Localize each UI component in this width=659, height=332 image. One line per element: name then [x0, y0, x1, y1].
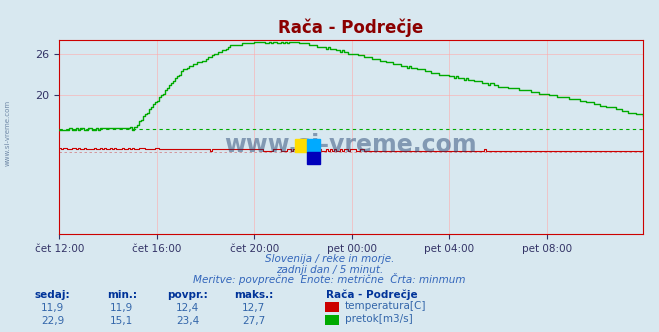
Text: sedaj:: sedaj: — [35, 290, 71, 300]
Text: 12,7: 12,7 — [242, 303, 266, 313]
Text: min.:: min.: — [107, 290, 137, 300]
Text: www.si-vreme.com: www.si-vreme.com — [225, 133, 477, 157]
Text: Rača - Podrečje: Rača - Podrečje — [326, 289, 418, 300]
Text: temperatura[C]: temperatura[C] — [345, 301, 426, 311]
Text: www.si-vreme.com: www.si-vreme.com — [5, 100, 11, 166]
Text: Meritve: povprečne  Enote: metrične  Črta: minmum: Meritve: povprečne Enote: metrične Črta:… — [193, 273, 466, 285]
Text: povpr.:: povpr.: — [167, 290, 208, 300]
Text: 22,9: 22,9 — [41, 316, 65, 326]
Text: maks.:: maks.: — [234, 290, 273, 300]
Bar — [295, 139, 307, 152]
Text: 15,1: 15,1 — [110, 316, 134, 326]
Bar — [307, 152, 320, 164]
Text: 12,4: 12,4 — [176, 303, 200, 313]
Text: 11,9: 11,9 — [41, 303, 65, 313]
Title: Rača - Podrečje: Rača - Podrečje — [278, 18, 424, 37]
Text: pretok[m3/s]: pretok[m3/s] — [345, 314, 413, 324]
Text: zadnji dan / 5 minut.: zadnji dan / 5 minut. — [276, 265, 383, 275]
Bar — [307, 139, 320, 152]
Text: 27,7: 27,7 — [242, 316, 266, 326]
Text: 11,9: 11,9 — [110, 303, 134, 313]
Text: 23,4: 23,4 — [176, 316, 200, 326]
Text: Slovenija / reke in morje.: Slovenija / reke in morje. — [265, 254, 394, 264]
